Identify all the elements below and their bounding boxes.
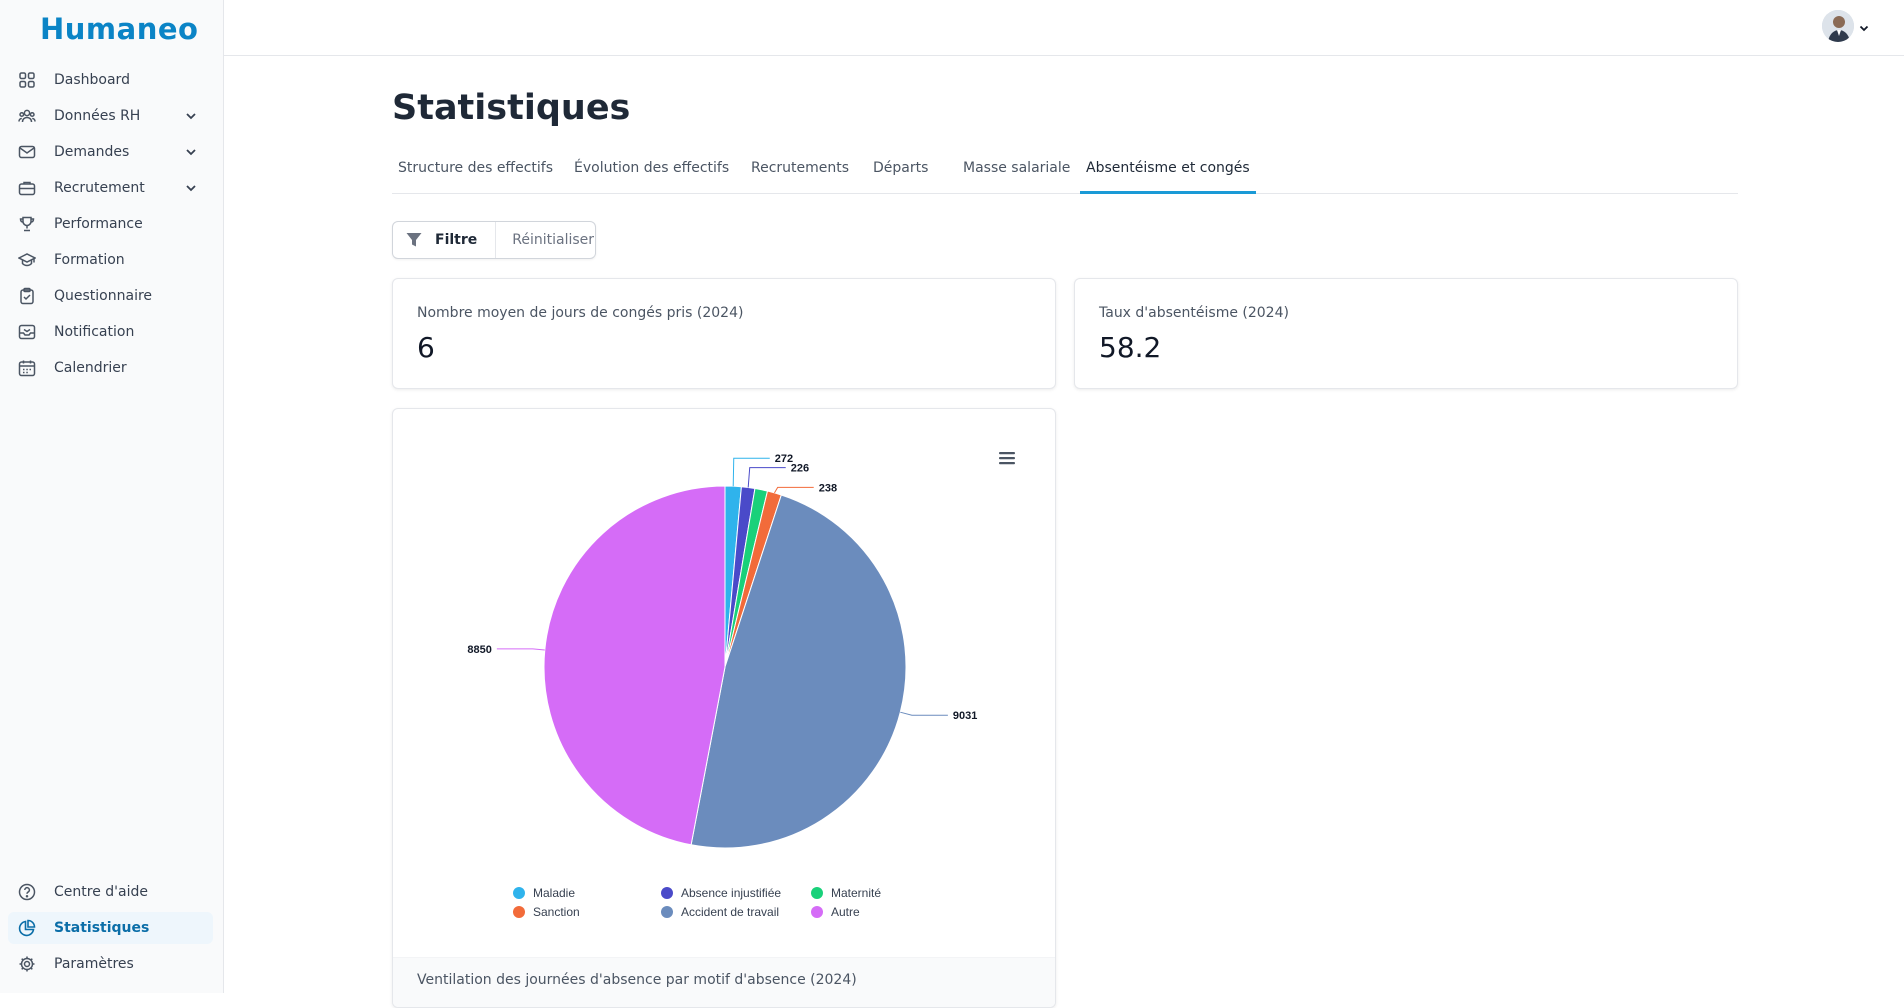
mail-icon — [17, 142, 37, 162]
legend-item[interactable]: Absence injustifiée — [661, 886, 781, 900]
top-bar — [224, 0, 1904, 56]
legend-item[interactable]: Maladie — [513, 886, 575, 900]
kpi-card-leave: Nombre moyen de jours de congés pris (20… — [392, 278, 1056, 389]
sidebar-item-label: Notification — [54, 324, 135, 340]
sidebar-item-calendrier[interactable]: Calendrier — [8, 352, 213, 384]
data-label: 272 — [775, 453, 793, 465]
chevron-down-icon[interactable] — [183, 144, 199, 160]
tab-structure-effectifs[interactable]: Structure des effectifs — [398, 160, 553, 176]
data-label-connector — [747, 467, 786, 488]
legend-label: Maladie — [533, 886, 576, 900]
trophy-icon — [17, 214, 37, 234]
sidebar-item-performance[interactable]: Performance — [8, 208, 213, 240]
sidebar-item-label: Paramètres — [54, 956, 134, 972]
sidebar: Humaneo Dashboard Données RH Demandes Re… — [0, 0, 224, 993]
legend-item[interactable]: Autre — [811, 905, 860, 919]
chevron-down-icon[interactable] — [1858, 19, 1870, 32]
kpi-card-absenteeism: Taux d'absentéisme (2024) 58.2 — [1074, 278, 1738, 389]
chevron-down-icon[interactable] — [183, 108, 199, 124]
legend-label: Absence injustifiée — [681, 886, 782, 900]
sidebar-item-donnees-rh[interactable]: Données RH — [8, 100, 213, 132]
chart-caption: Ventilation des journées d'absence par m… — [417, 972, 857, 988]
filter-label: Filtre — [435, 232, 478, 248]
sidebar-item-label: Statistiques — [54, 920, 150, 936]
kpi-label: Nombre moyen de jours de congés pris (20… — [417, 305, 744, 321]
sidebar-item-questionnaire[interactable]: Questionnaire — [8, 280, 213, 312]
sidebar-item-label: Performance — [54, 216, 143, 232]
tab-departs[interactable]: Départs — [873, 160, 929, 176]
data-label-connector — [496, 648, 545, 651]
kpi-value: 58.2 — [1099, 331, 1162, 364]
sidebar-item-label: Demandes — [54, 144, 130, 160]
clipboard-icon — [17, 286, 37, 306]
tab-absenteisme-conges[interactable]: Absentéisme et congés — [1080, 160, 1256, 194]
sidebar-item-parametres[interactable]: Paramètres — [8, 948, 213, 980]
sidebar-item-label: Formation — [54, 252, 125, 268]
kpi-label: Taux d'absentéisme (2024) — [1099, 305, 1289, 321]
hamburger-menu-icon[interactable] — [997, 449, 1017, 467]
sidebar-item-dashboard[interactable]: Dashboard — [8, 64, 213, 96]
legend-label: Sanction — [533, 905, 580, 919]
tab-masse-salariale[interactable]: Masse salariale — [963, 160, 1071, 176]
legend-marker — [661, 887, 673, 899]
sidebar-item-label: Centre d'aide — [54, 884, 148, 900]
graduation-cap-icon — [17, 250, 37, 270]
pie-slice[interactable] — [690, 494, 907, 849]
absence-chart-card: 272 226 238 9031 8850 Maladie Absence injusti… — [392, 408, 1056, 1008]
legend-marker — [513, 906, 525, 918]
data-label-connector — [774, 486, 814, 494]
data-label-connector — [900, 711, 948, 716]
legend-marker — [513, 887, 525, 899]
chevron-down-icon[interactable] — [183, 180, 199, 196]
sidebar-item-label: Dashboard — [54, 72, 130, 88]
sidebar-item-demandes[interactable]: Demandes — [8, 136, 213, 168]
brand-logo[interactable]: Humaneo — [40, 12, 199, 46]
legend-label: Accident de travail — [681, 905, 780, 919]
sidebar-item-label: Données RH — [54, 108, 141, 124]
legend-marker — [661, 906, 673, 918]
page-title: Statistiques — [392, 88, 631, 128]
legend-label: Maternité — [831, 886, 882, 900]
sidebar-item-label: Calendrier — [54, 360, 127, 376]
data-label-connector — [732, 457, 770, 487]
tab-bar: Structure des effectifs Évolution des ef… — [392, 152, 1738, 194]
legend-marker — [811, 906, 823, 918]
data-label: 238 — [819, 482, 837, 494]
sidebar-item-notification[interactable]: Notification — [8, 316, 213, 348]
legend-marker — [811, 887, 823, 899]
sidebar-item-formation[interactable]: Formation — [8, 244, 213, 276]
kpi-value: 6 — [417, 331, 435, 364]
filter-group: Filtre Réinitialiser — [392, 221, 596, 259]
legend-item[interactable]: Sanction — [513, 905, 580, 919]
sidebar-item-statistiques[interactable]: Statistiques — [8, 912, 213, 944]
legend-item[interactable]: Maternité — [811, 886, 881, 900]
sidebar-item-centre-aide[interactable]: Centre d'aide — [8, 876, 213, 908]
briefcase-icon — [17, 178, 37, 198]
inbox-icon — [17, 322, 37, 342]
help-circle-icon — [17, 882, 37, 902]
data-label: 8850 — [467, 644, 491, 656]
sidebar-item-label: Questionnaire — [54, 288, 153, 304]
pie-slice[interactable] — [543, 485, 726, 846]
legend-label: Autre — [831, 905, 860, 919]
filter-icon — [405, 231, 423, 249]
reset-button[interactable]: Réinitialiser — [512, 232, 595, 248]
filter-button[interactable]: Filtre — [393, 222, 497, 258]
tab-recrutements[interactable]: Recrutements — [751, 160, 850, 176]
grid-icon — [17, 70, 37, 90]
sidebar-item-recrutement[interactable]: Recrutement — [8, 172, 213, 204]
tab-evolution-effectifs[interactable]: Évolution des effectifs — [574, 160, 730, 176]
gear-icon — [17, 954, 37, 974]
data-label: 9031 — [953, 710, 977, 722]
calendar-icon — [17, 358, 37, 378]
avatar[interactable] — [1822, 10, 1854, 42]
legend-item[interactable]: Accident de travail — [661, 905, 779, 919]
pie-chart-icon — [17, 918, 37, 938]
sidebar-item-label: Recrutement — [54, 180, 145, 196]
data-label: 226 — [791, 463, 809, 475]
users-icon — [17, 106, 37, 126]
